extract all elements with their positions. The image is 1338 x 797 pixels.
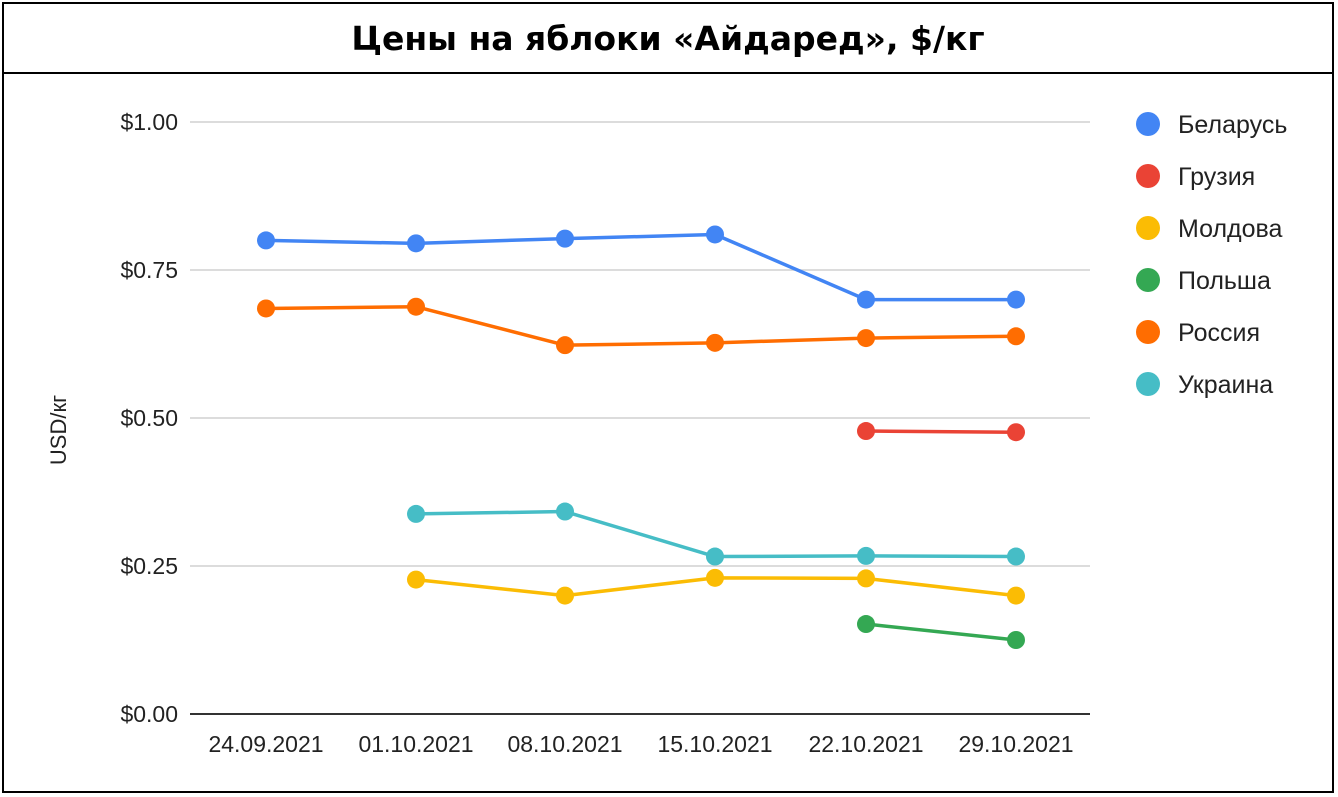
data-point — [857, 615, 875, 634]
data-point — [1007, 423, 1025, 442]
data-point — [556, 502, 574, 521]
legend-label: Грузия — [1178, 163, 1255, 191]
data-point — [857, 290, 875, 309]
y-tick-label: $0.50 — [120, 405, 178, 431]
x-tick-label: 01.10.2021 — [358, 731, 473, 757]
y-tick-label: $0.75 — [120, 257, 178, 283]
data-point — [1007, 586, 1025, 605]
legend-label: Беларусь — [1178, 111, 1287, 139]
x-tick-label: 24.09.2021 — [208, 731, 323, 757]
legend-label: Украина — [1178, 371, 1273, 399]
data-point — [1007, 631, 1025, 649]
series-line — [865, 622, 1017, 642]
legend-marker — [1136, 372, 1160, 396]
data-point — [706, 225, 724, 244]
series-line — [265, 304, 1017, 347]
data-point — [556, 586, 574, 605]
data-point — [407, 504, 425, 523]
y-tick-label: $0.25 — [120, 553, 178, 579]
data-point — [706, 547, 724, 566]
data-point — [857, 329, 875, 348]
data-point — [407, 234, 425, 253]
data-point — [1007, 327, 1025, 346]
series-line — [265, 232, 1016, 302]
legend-marker — [1136, 268, 1160, 292]
data-point — [257, 299, 275, 318]
legend-marker — [1136, 216, 1160, 240]
data-point — [706, 568, 724, 587]
data-point — [407, 570, 425, 589]
legend-label: Россия — [1178, 319, 1260, 347]
data-point — [556, 336, 574, 355]
legend-label: Молдова — [1178, 215, 1283, 243]
y-tick-label: $0.00 — [120, 701, 178, 727]
data-point — [556, 229, 574, 248]
chart-title-bar: Цены на яблоки «Айдаред», $/кг — [4, 4, 1332, 74]
data-point — [1007, 547, 1025, 566]
data-point — [1007, 290, 1025, 309]
series-line — [865, 429, 1017, 434]
x-tick-label: 08.10.2021 — [507, 731, 622, 757]
y-axis-label: USD/кг — [46, 395, 71, 465]
legend-marker — [1136, 112, 1160, 136]
data-point — [407, 297, 425, 316]
y-tick-label: $1.00 — [120, 109, 178, 135]
data-point — [857, 422, 875, 441]
legend-marker — [1136, 320, 1160, 344]
data-point — [706, 333, 724, 352]
x-tick-label: 22.10.2021 — [808, 731, 923, 757]
chart-title: Цены на яблоки «Айдаред», $/кг — [351, 18, 985, 58]
x-tick-label: 29.10.2021 — [958, 731, 1073, 757]
data-point — [857, 569, 875, 588]
legend-label: Польша — [1178, 267, 1271, 295]
data-point — [257, 231, 275, 250]
x-tick-label: 15.10.2021 — [657, 731, 772, 757]
legend-marker — [1136, 164, 1160, 188]
data-point — [857, 546, 875, 565]
